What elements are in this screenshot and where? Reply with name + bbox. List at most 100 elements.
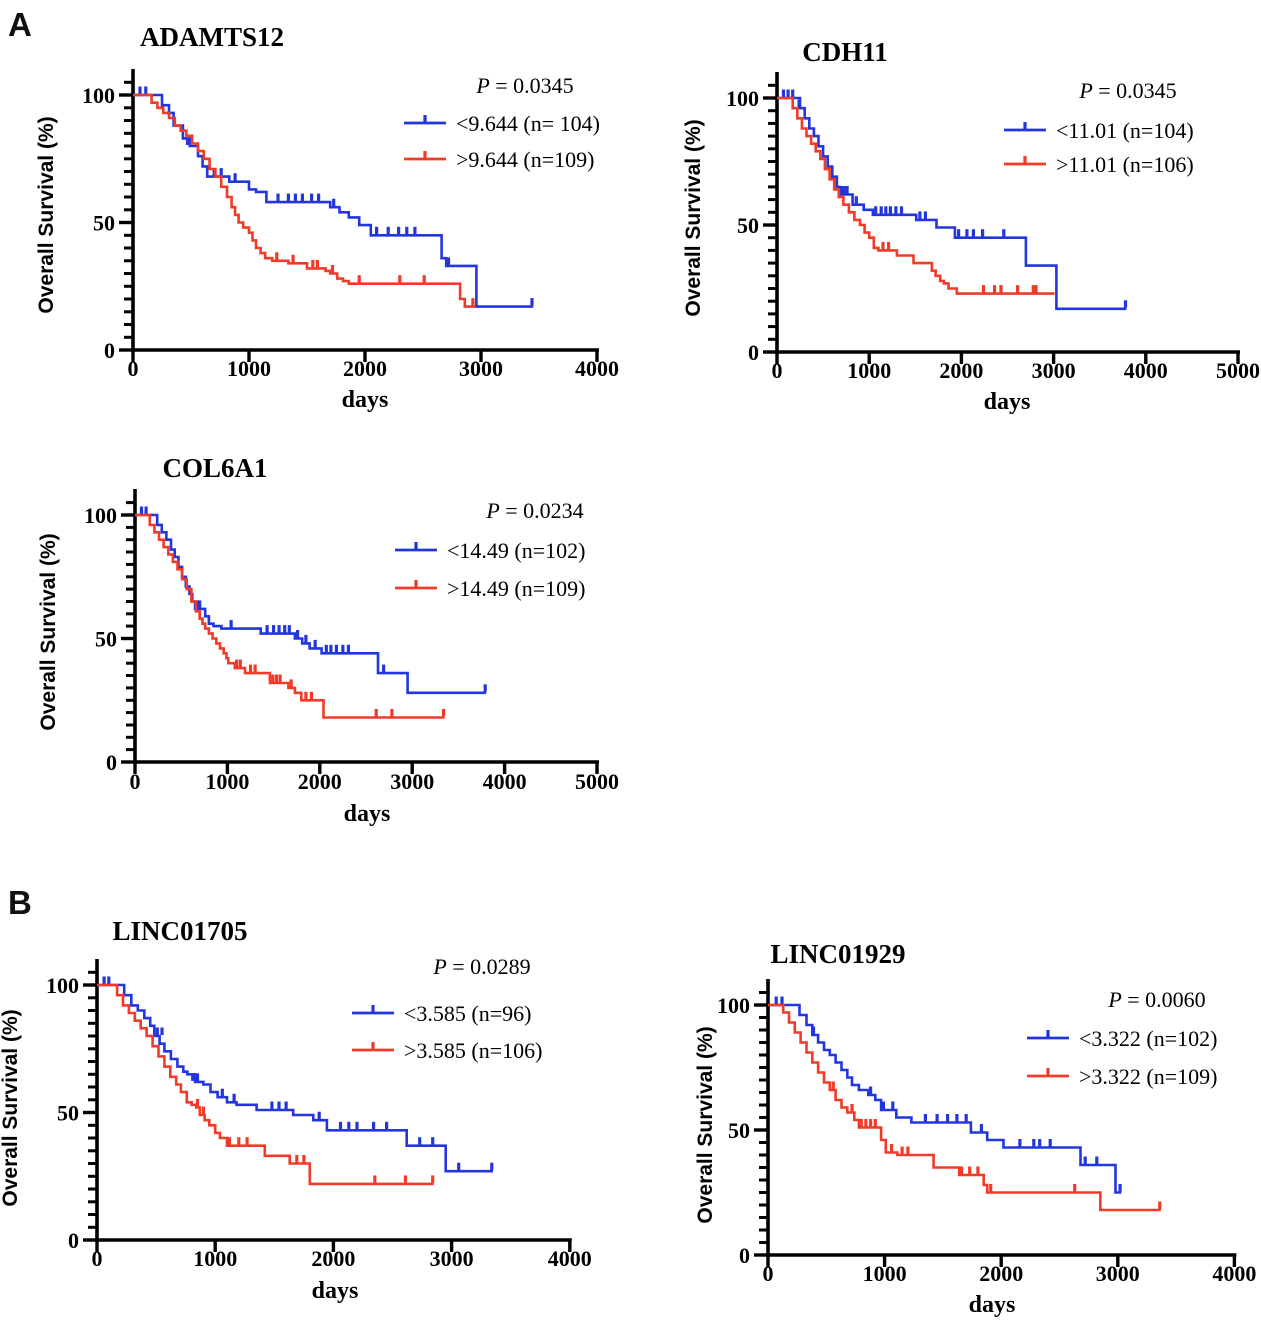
x-tick-label: 2000: [298, 769, 342, 794]
y-tick-label: 100: [84, 503, 117, 528]
censor-marks-high: [275, 252, 475, 306]
x-tick-label: 4000: [575, 356, 619, 381]
panel-label-b: B: [8, 884, 32, 921]
y-tick-label: 0: [739, 1243, 750, 1268]
x-tick-label: 2000: [311, 1246, 355, 1271]
censor-marks-high: [831, 1081, 1162, 1209]
chart-title: COL6A1: [162, 453, 267, 483]
legend-entry: >11.01 (n=106): [1056, 152, 1194, 177]
x-tick-label: 0: [128, 356, 139, 381]
chart-title: ADAMTS12: [140, 22, 284, 52]
chart-title: LINC01929: [770, 939, 905, 969]
x-tick-label: 5000: [575, 769, 619, 794]
censor-marks-low: [139, 506, 487, 692]
x-tick-label: 4000: [1124, 358, 1168, 383]
legend-entry: <3.585 (n=96): [404, 1001, 531, 1026]
p-value: P = 0.0345: [1078, 78, 1176, 103]
censor-marks-low: [138, 86, 534, 306]
x-tick-label: 3000: [1096, 1261, 1140, 1286]
x-tick-label: 1000: [227, 356, 271, 381]
x-tick-label: 1000: [863, 1261, 907, 1286]
legend-entry: >3.585 (n=106): [404, 1038, 542, 1063]
censor-marks-low: [774, 996, 1122, 1192]
x-axis-label: days: [984, 389, 1031, 415]
x-tick-label: 0: [763, 1261, 774, 1286]
y-tick-label: 50: [93, 211, 115, 236]
y-axis-label: Overall Survival (%): [694, 1026, 717, 1223]
x-axis-label: days: [969, 1292, 1016, 1318]
panel-adamts12: ADAMTS12 0 1000 2000 3000 4000 0 50 100 days Overa…: [35, 22, 619, 413]
x-tick-label: 3000: [430, 1246, 474, 1271]
y-tick-label: 50: [57, 1101, 79, 1126]
km-curve-high: [133, 93, 476, 308]
x-tick-label: 2000: [979, 1261, 1023, 1286]
legend-entry: <11.01 (n=104): [1056, 118, 1194, 143]
legend-entry: <3.322 (n=102): [1079, 1026, 1217, 1051]
legend-entry: >3.322 (n=109): [1079, 1064, 1217, 1089]
chart-title: LINC01705: [112, 916, 247, 946]
y-tick-label: 50: [737, 213, 759, 238]
y-tick-label: 0: [106, 750, 117, 775]
y-tick-label: 50: [728, 1118, 750, 1143]
km-curve-low: [777, 96, 1127, 311]
x-tick-label: 1000: [847, 358, 891, 383]
km-curve-high: [135, 513, 445, 719]
x-tick-label: 3000: [459, 356, 503, 381]
x-axis-label: days: [312, 1278, 359, 1304]
x-tick-label: 4000: [1212, 1261, 1256, 1286]
legend-entry: >9.644 (n=109): [456, 147, 594, 172]
x-tick-label: 5000: [1216, 358, 1260, 383]
panel-label-a: A: [8, 6, 32, 43]
x-tick-label: 0: [130, 769, 141, 794]
x-tick-label: 0: [772, 358, 783, 383]
x-tick-label: 1000: [193, 1246, 237, 1271]
censor-marks-low: [102, 976, 494, 1171]
x-tick-label: 3000: [390, 769, 434, 794]
legend-entry: >14.49 (n=109): [447, 576, 585, 601]
x-tick-label: 4000: [483, 769, 527, 794]
y-axis-label: Overall Survival (%): [37, 533, 60, 730]
y-tick-label: 100: [717, 993, 750, 1018]
km-curve-high: [97, 983, 434, 1186]
censor-marks-high: [881, 241, 1038, 293]
km-curve-high: [777, 96, 1055, 295]
x-tick-label: 2000: [939, 358, 983, 383]
y-tick-label: 0: [104, 338, 115, 363]
p-value: P = 0.0345: [475, 73, 573, 98]
legend-entry: <14.49 (n=102): [447, 538, 585, 563]
x-tick-label: 1000: [205, 769, 249, 794]
km-curve-low: [135, 513, 487, 695]
x-tick-label: 4000: [548, 1246, 592, 1271]
y-tick-label: 0: [68, 1228, 79, 1253]
y-axis-label: Overall Survival (%): [35, 116, 58, 313]
p-value: P = 0.0289: [432, 954, 530, 979]
km-curve-low: [768, 1003, 1122, 1194]
panel-linc01929: LINC01929 0 1000 2000 3000 4000 0 50 100 days Over…: [694, 939, 1256, 1318]
legend-entry: <9.644 (n= 104): [456, 111, 600, 136]
x-tick-label: 0: [92, 1246, 103, 1271]
y-tick-label: 0: [748, 340, 759, 365]
p-value: P = 0.0060: [1107, 987, 1205, 1012]
chart-title: CDH11: [802, 37, 888, 67]
y-tick-label: 100: [82, 83, 115, 108]
p-value: P = 0.0234: [485, 498, 583, 523]
y-tick-label: 100: [726, 86, 759, 111]
km-curve-high: [768, 1003, 1161, 1212]
censor-marks-high: [235, 659, 446, 717]
censor-marks-low: [781, 89, 1128, 308]
censor-marks-high: [195, 1098, 435, 1183]
x-tick-label: 2000: [343, 356, 387, 381]
x-axis-label: days: [342, 387, 389, 413]
y-tick-label: 100: [46, 973, 79, 998]
y-axis-label: Overall Survival (%): [682, 119, 705, 316]
panel-col6a1: COL6A1 0 1000 2000 3000 4000 5000 0 50 100 days Ove…: [37, 453, 619, 827]
x-axis-label: days: [344, 801, 391, 827]
y-axis-label: Overall Survival (%): [0, 1009, 22, 1206]
panel-linc01705: LINC01705 0 1000 2000 3000 4000 0 50 100 days Over…: [0, 916, 592, 1304]
x-tick-label: 3000: [1032, 358, 1076, 383]
km-curve-low: [97, 983, 493, 1173]
y-tick-label: 50: [95, 627, 117, 652]
panel-cdh11: CDH11 0 1000 2000 3000 4000 5000 0 50 100 days Over…: [682, 37, 1260, 415]
